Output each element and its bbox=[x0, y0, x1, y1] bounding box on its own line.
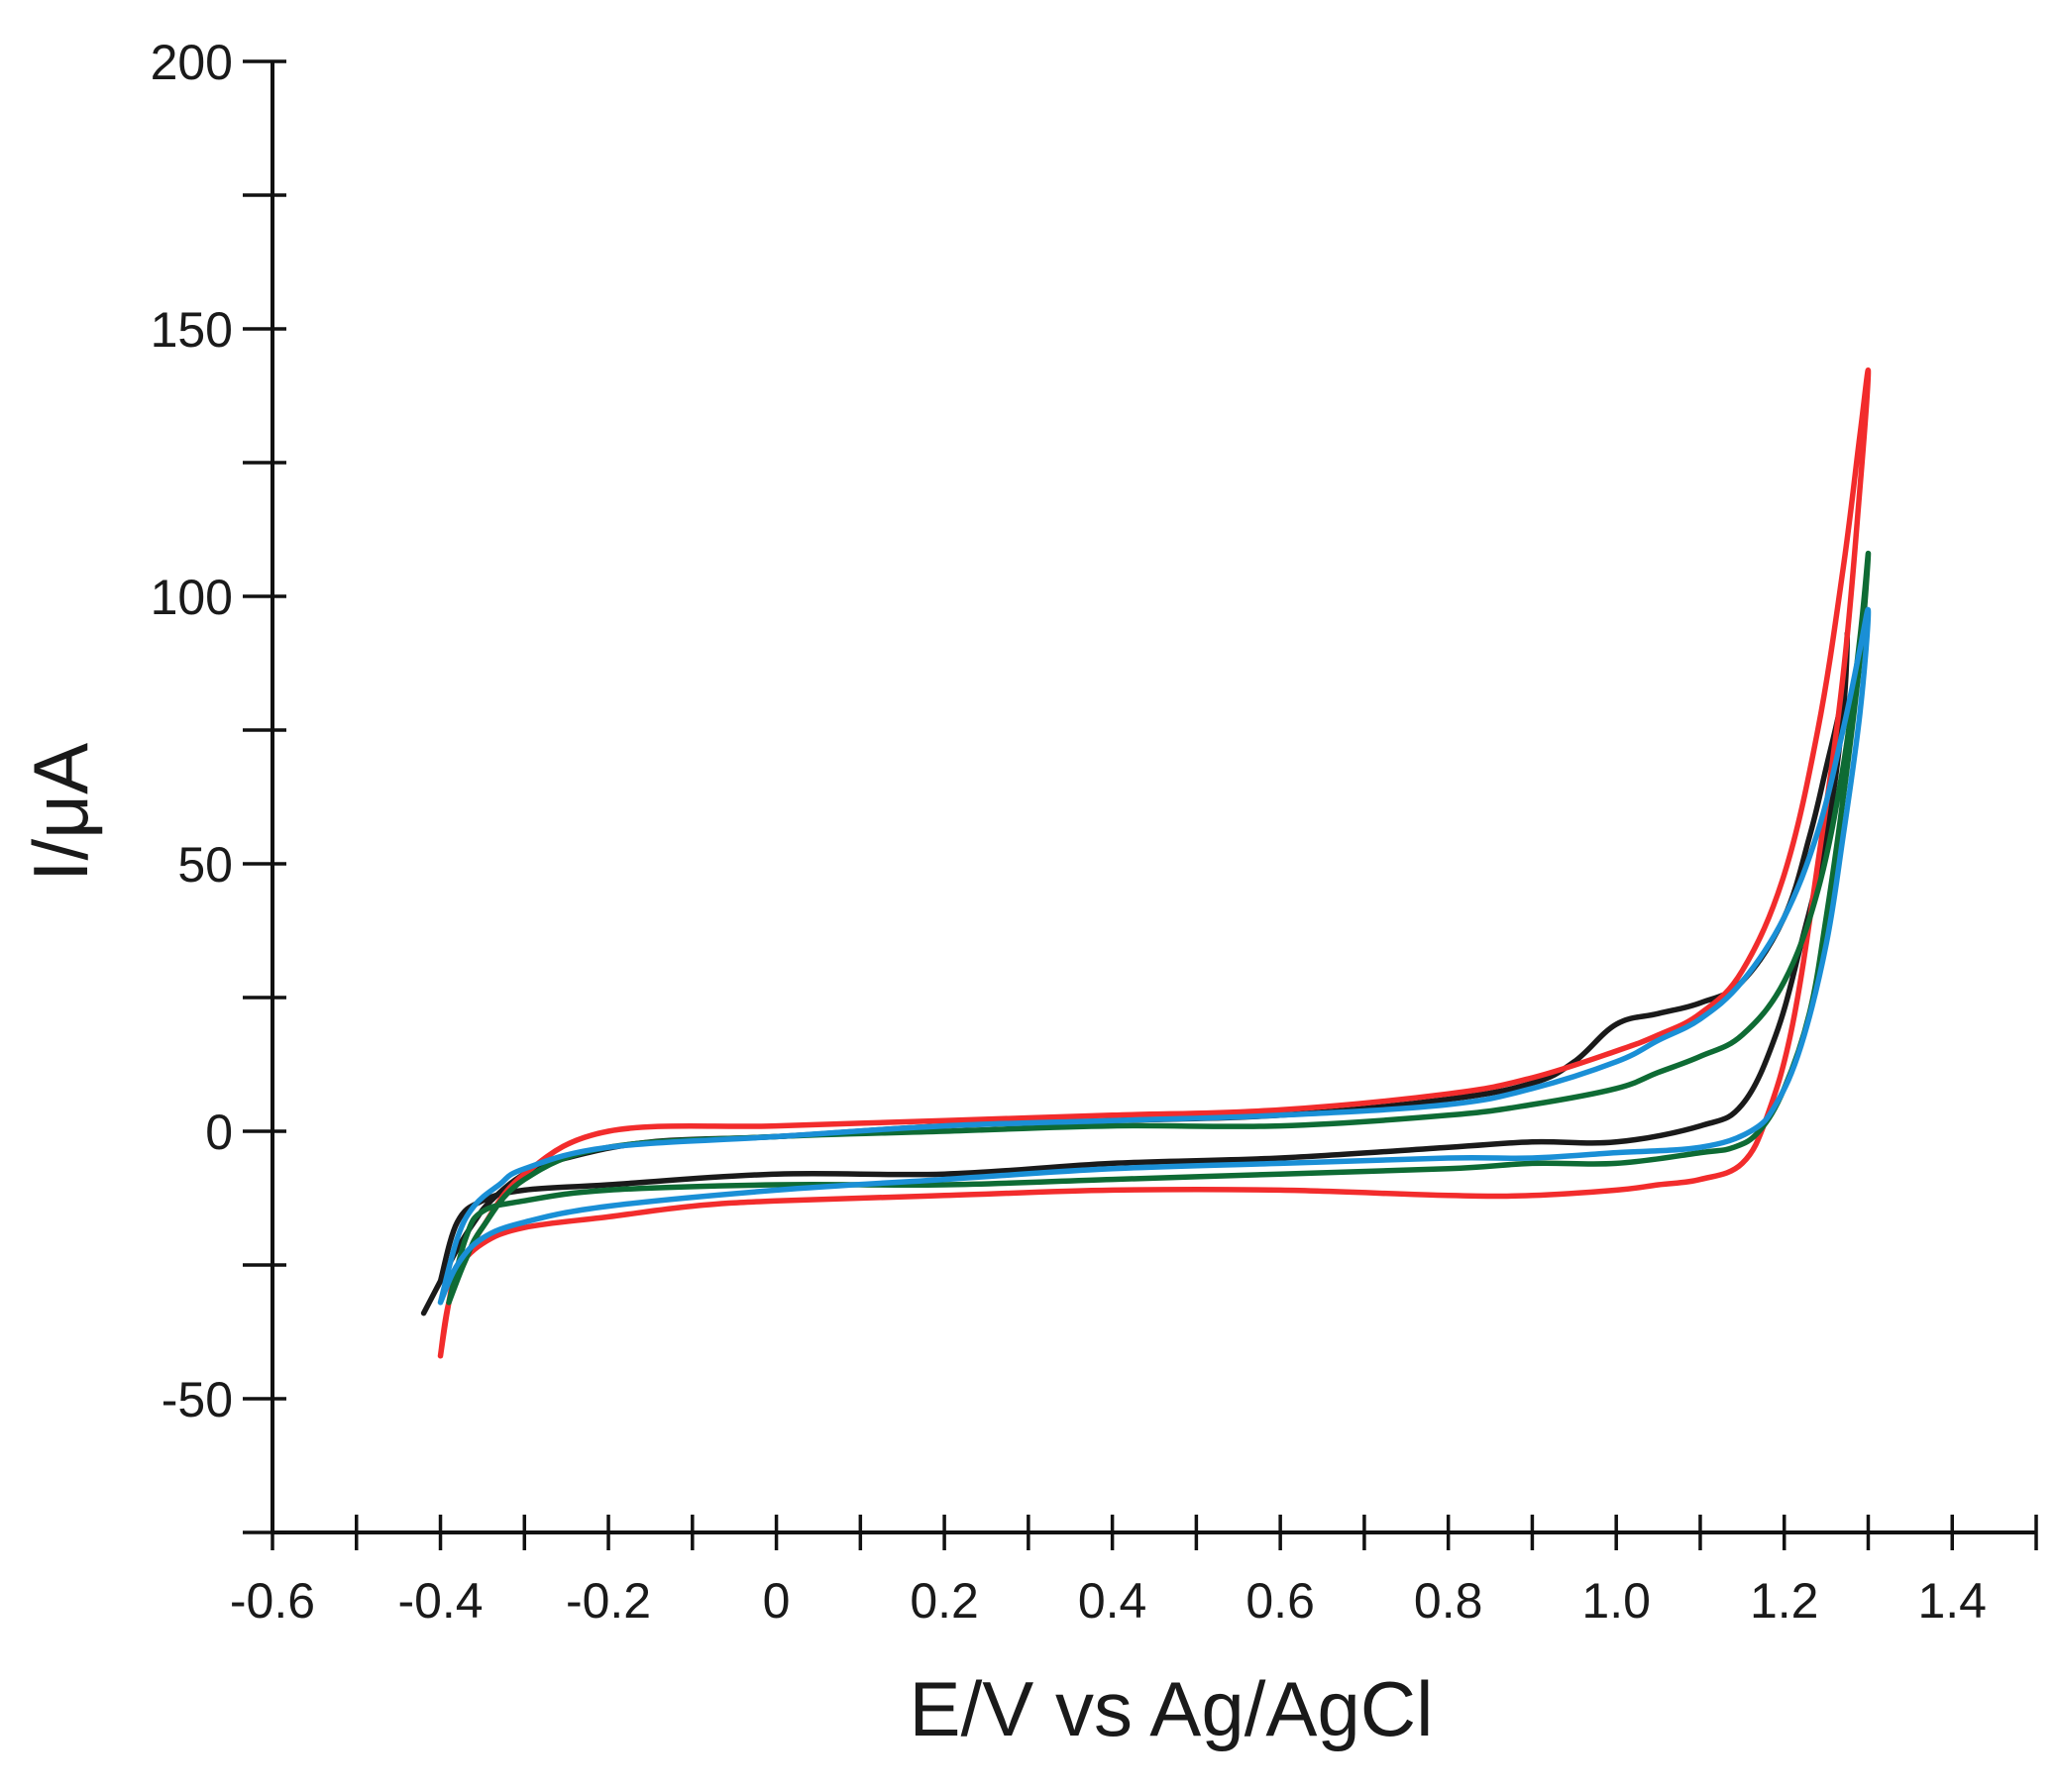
x-tick-label-1p4: 1.4 bbox=[1917, 1573, 1987, 1629]
x-tick-label-neg0p2: -0.2 bbox=[566, 1573, 651, 1629]
x-tick-label-neg0p6: -0.6 bbox=[230, 1573, 315, 1629]
x-tick-label-1: 1.0 bbox=[1581, 1573, 1651, 1629]
cv-curve-blue bbox=[437, 606, 1872, 1306]
x-tick-label-0p6: 0.6 bbox=[1245, 1573, 1315, 1629]
y-tick-label-0: 0 bbox=[205, 1105, 233, 1160]
x-tick-label-0p8: 0.8 bbox=[1414, 1573, 1483, 1629]
x-tick-label-neg0p4: -0.4 bbox=[397, 1573, 483, 1629]
axes-group bbox=[271, 61, 2036, 1534]
x-tick-label-1p2: 1.2 bbox=[1750, 1573, 1819, 1629]
y-tick-label-100: 100 bbox=[151, 570, 233, 625]
curves-group bbox=[420, 367, 1872, 1359]
x-tick-label-0: 0 bbox=[763, 1573, 791, 1629]
y-tick-label-150: 150 bbox=[151, 302, 233, 358]
cv-curve-green bbox=[446, 551, 1872, 1306]
y-ticks-group: -50 0 50 100 150 200 bbox=[151, 35, 286, 1534]
cv-curve-red bbox=[437, 367, 1872, 1359]
x-tick-label-0p2: 0.2 bbox=[910, 1573, 979, 1629]
y-tick-label-neg50: -50 bbox=[162, 1372, 233, 1427]
x-axis-title: E/V vs Ag/AgCl bbox=[910, 1665, 1434, 1752]
y-tick-label-50: 50 bbox=[177, 837, 233, 893]
y-axis-title: I/μA bbox=[17, 743, 104, 882]
y-tick-label-200: 200 bbox=[151, 35, 233, 90]
x-ticks-group: -0.6 -0.4 -0.2 0 0.2 0.4 0.6 0.8 1.0 1.2 1.4 bbox=[230, 1515, 2038, 1629]
x-tick-label-0p4: 0.4 bbox=[1078, 1573, 1147, 1629]
